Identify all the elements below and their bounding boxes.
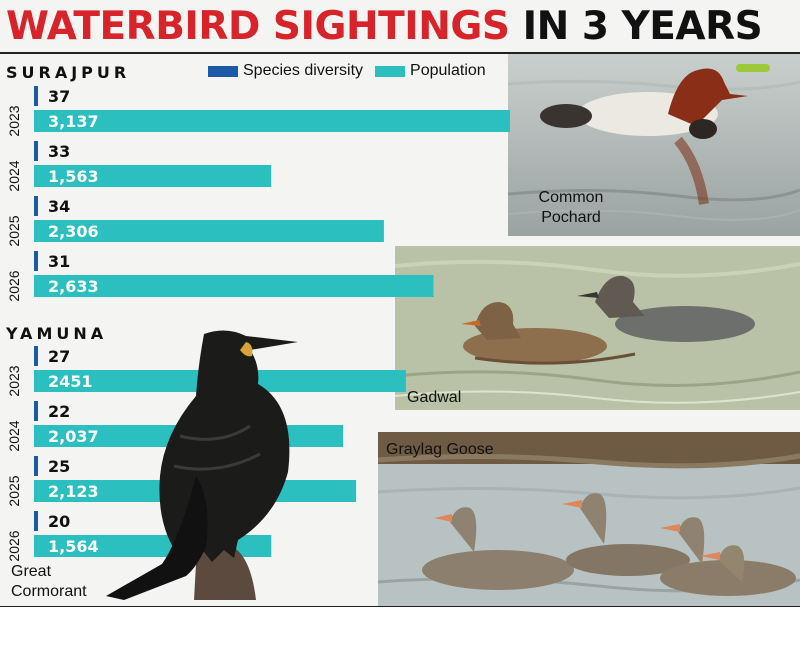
year-label-yamuna-2024: 2024 [6, 420, 22, 451]
population-label-surajpur-2026: 2,633 [48, 277, 99, 296]
population-label-yamuna-2024: 2,037 [48, 427, 99, 446]
graylag-goose-photo [378, 432, 800, 606]
diversity-bar-yamuna-2026 [34, 511, 38, 531]
section-label-yamuna: YAMUNA [6, 324, 108, 343]
diversity-bar-yamuna-2024 [34, 401, 38, 421]
year-label-yamuna-2023: 2023 [6, 365, 22, 396]
gadwal-label: Gadwal [407, 389, 462, 406]
diversity-label-surajpur-2025: 34 [48, 197, 70, 216]
legend-label-diversity: Species diversity [243, 62, 364, 79]
diversity-label-surajpur-2023: 37 [48, 87, 70, 106]
diversity-bar-yamuna-2025 [34, 456, 38, 476]
population-label-yamuna-2026: 1,564 [48, 537, 99, 556]
diversity-label-yamuna-2023: 27 [48, 347, 70, 366]
population-bar-surajpur-2024 [34, 165, 272, 187]
diversity-label-yamuna-2026: 20 [48, 512, 70, 531]
population-label-surajpur-2025: 2,306 [48, 222, 99, 241]
population-label-yamuna-2025: 2,123 [48, 482, 99, 501]
pochard-illustration [508, 54, 800, 236]
common-pochard-photo [508, 54, 800, 236]
cormorant-label: Great Cormorant [11, 563, 87, 600]
year-label-surajpur-2026: 2026 [6, 270, 22, 301]
graylag-label: Graylag Goose [386, 441, 494, 458]
title-divider [0, 52, 800, 54]
gadwal-illustration [395, 246, 800, 410]
legend-swatch-diversity [208, 65, 238, 77]
year-label-yamuna-2025: 2025 [6, 475, 22, 506]
diversity-bar-yamuna-2023 [34, 346, 38, 366]
population-bar-surajpur-2025 [34, 220, 384, 242]
population-label-surajpur-2024: 1,563 [48, 167, 99, 186]
year-label-surajpur-2023: 2023 [6, 105, 22, 136]
page-title: WATERBIRD SIGHTINGS IN 3 YEARS [6, 2, 763, 52]
legend-item-population: Population [375, 62, 486, 80]
population-bar-surajpur-2026 [34, 275, 434, 297]
pochard-label: Common Pochard [538, 189, 604, 226]
year-label-yamuna-2026: 2026 [6, 530, 22, 561]
great-cormorant-photo [100, 326, 320, 600]
legend-item-diversity: Species diversity [208, 62, 363, 80]
chart-legend: Species diversity Population [208, 62, 498, 80]
diversity-label-yamuna-2025: 25 [48, 457, 70, 476]
diversity-label-surajpur-2026: 31 [48, 252, 70, 271]
diversity-label-yamuna-2024: 22 [48, 402, 70, 421]
diversity-label-surajpur-2024: 33 [48, 142, 70, 161]
population-bar-surajpur-2023 [34, 110, 510, 132]
legend-label-population: Population [410, 62, 486, 79]
population-label-yamuna-2023: 2451 [48, 372, 93, 391]
section-label-surajpur: SURAJPUR [6, 63, 131, 82]
gadwal-photo [395, 246, 800, 410]
diversity-bar-surajpur-2023 [34, 86, 38, 106]
title-part-black: IN 3 YEARS [522, 4, 763, 49]
graylag-illustration [378, 432, 800, 606]
year-label-surajpur-2025: 2025 [6, 215, 22, 246]
diversity-bar-surajpur-2025 [34, 196, 38, 216]
population-label-surajpur-2023: 3,137 [48, 112, 99, 131]
cormorant-illustration [106, 330, 298, 600]
legend-swatch-population [375, 65, 406, 77]
diversity-bar-surajpur-2024 [34, 141, 38, 161]
year-label-surajpur-2024: 2024 [6, 160, 22, 191]
title-part-red: WATERBIRD SIGHTINGS [6, 4, 510, 49]
diversity-bar-surajpur-2026 [34, 251, 38, 271]
